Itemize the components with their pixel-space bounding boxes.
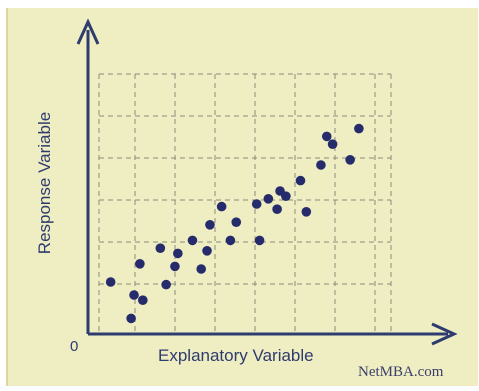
data-point	[170, 261, 180, 272]
data-point	[129, 290, 139, 300]
data-point	[345, 155, 355, 165]
data-point	[254, 235, 265, 246]
data-point	[138, 295, 148, 306]
data-point	[205, 220, 215, 230]
data-point	[196, 264, 206, 274]
data-point	[301, 207, 312, 217]
data-points	[105, 123, 364, 324]
y-axis-label: Response Variable	[35, 111, 54, 255]
data-point	[327, 139, 338, 149]
watermark: NetMBA.com	[358, 364, 444, 380]
data-point	[126, 313, 136, 324]
data-point	[251, 199, 262, 209]
data-point	[225, 235, 236, 246]
x-axis-label: Explanatory Variable	[158, 346, 314, 365]
scatter-plot	[76, 18, 458, 346]
data-point	[316, 160, 326, 170]
axes	[76, 18, 458, 346]
data-point	[202, 246, 212, 256]
grid-lines	[98, 73, 392, 334]
y-axis-arrowhead	[76, 18, 100, 45]
data-point	[187, 235, 198, 246]
data-point	[272, 204, 282, 214]
data-point	[281, 191, 291, 201]
data-point	[105, 277, 116, 287]
data-point	[231, 217, 242, 227]
data-point	[173, 248, 183, 259]
origin-label: 0	[70, 338, 79, 355]
data-point	[321, 131, 332, 142]
chart-frame: Response Variable Explanatory Variable 0…	[6, 8, 478, 386]
data-point	[216, 201, 227, 212]
data-point	[295, 175, 306, 186]
data-point	[135, 259, 145, 269]
data-point	[354, 123, 364, 134]
x-axis-arrowhead	[431, 322, 458, 346]
data-point	[263, 194, 274, 204]
data-point	[161, 279, 171, 290]
data-point	[155, 243, 166, 253]
